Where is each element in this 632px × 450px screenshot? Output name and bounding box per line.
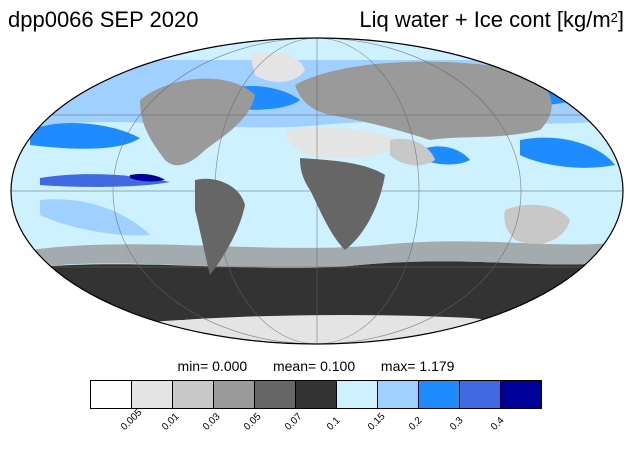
north-america <box>140 78 255 166</box>
colorbar-tick-label: 0.15 <box>365 411 388 433</box>
west-pacific-cloud <box>520 137 615 168</box>
colorbar-swatch <box>214 381 255 408</box>
africa <box>300 158 385 250</box>
southern-storm-band-light <box>30 241 620 268</box>
southern-storm-band <box>11 261 623 320</box>
mean-value: 0.100 <box>320 358 356 374</box>
colorbar-swatch <box>460 381 501 408</box>
map-field <box>11 38 623 344</box>
south-america <box>195 178 245 275</box>
arabia-india <box>390 138 435 166</box>
colorbar-tick-label: 0.4 <box>488 415 507 433</box>
itcz-core <box>130 173 165 182</box>
colorbar-tick-label: 0.03 <box>201 411 223 433</box>
colorbar-tick-label: 0.1 <box>324 415 343 433</box>
australia <box>504 204 570 244</box>
graticule <box>11 38 623 344</box>
colorbar-swatch <box>173 381 214 408</box>
colorbar-tick-label: 0.2 <box>406 415 425 433</box>
max-label: max= <box>380 358 416 374</box>
south-pacific-cloud <box>40 199 150 236</box>
colorbar-swatch <box>132 381 173 408</box>
north-pacific-cloud <box>30 123 140 149</box>
colorbar-swatch <box>378 381 419 408</box>
colorbar-tick-label: 0.005 <box>119 407 145 433</box>
sahara <box>285 127 400 159</box>
min-value: 0.000 <box>212 358 248 374</box>
colorbar-swatch <box>296 381 337 408</box>
max-value: 1.179 <box>419 358 455 374</box>
variable-title: Liq water + Ice cont [kg/m2] <box>359 6 624 34</box>
colorbar <box>90 380 542 409</box>
unit-close: ] <box>617 7 624 32</box>
map-title: dpp0066 SEP 2020 <box>8 7 199 32</box>
antarctica <box>120 312 520 344</box>
europe-asia <box>295 61 552 140</box>
colorbar-swatch <box>255 381 296 408</box>
colorbar-swatch <box>501 381 541 408</box>
unit-exponent: 2 <box>610 10 618 25</box>
colorbar-tick-label: 0.07 <box>283 411 305 433</box>
antarctic-ring <box>80 303 560 330</box>
global-map <box>10 37 624 345</box>
colorbar-swatch <box>337 381 378 408</box>
map-border <box>10 37 624 345</box>
colorbar-tick-label: 0.01 <box>160 411 182 433</box>
colorbar-tick-label: 0.05 <box>242 411 264 433</box>
field-statistics: min= 0.000 mean= 0.100 max= 1.179 <box>0 358 632 374</box>
greenland <box>250 52 305 82</box>
mean-label: mean= <box>272 358 317 374</box>
colorbar-tick-label: 0.3 <box>447 415 466 433</box>
min-label: min= <box>177 358 209 374</box>
colorbar-swatch <box>419 381 460 408</box>
colorbar-swatch <box>91 381 132 408</box>
variable-name: Liq water + Ice cont [kg/m <box>359 7 611 32</box>
